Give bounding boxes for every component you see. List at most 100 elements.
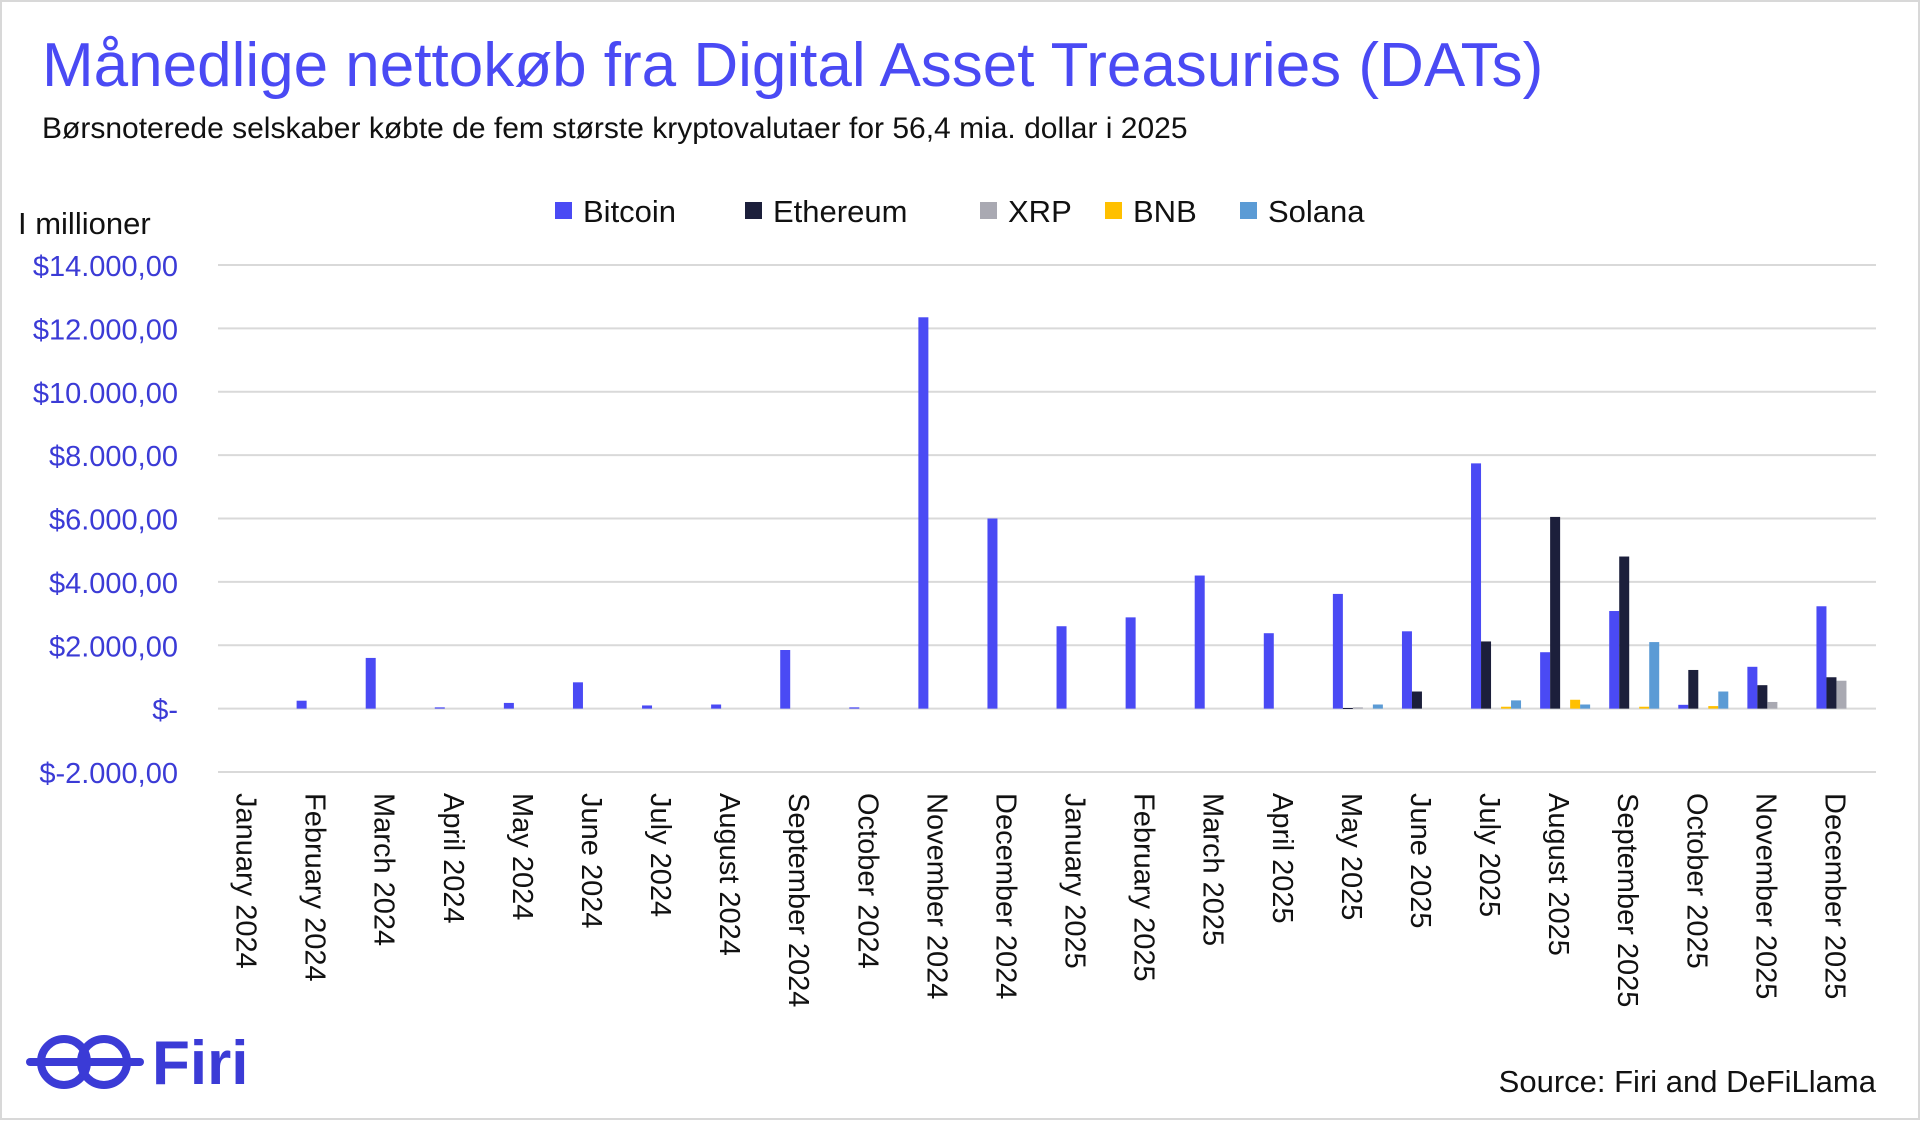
bar-xrp-16 bbox=[1352, 707, 1363, 709]
bar-bitcoin-14 bbox=[1194, 575, 1205, 709]
legend-swatch-xrp bbox=[980, 202, 997, 219]
bar-bitcoin-6 bbox=[642, 705, 653, 709]
x-tick-label: May 2024 bbox=[506, 793, 538, 920]
bar-bitcoin-5 bbox=[572, 682, 583, 709]
legend-swatch-bitcoin bbox=[555, 202, 572, 219]
x-axis-ticks: January 2024 February 2024 March 2024 April… bbox=[230, 793, 1851, 1007]
x-tick-label: June 2024 bbox=[575, 793, 607, 928]
bar-bnb-18 bbox=[1501, 706, 1512, 709]
bar-bitcoin-16 bbox=[1332, 593, 1343, 709]
legend-label-solana: Solana bbox=[1268, 194, 1365, 229]
bar-ethereum-17 bbox=[1411, 691, 1422, 709]
x-tick-label: July 2025 bbox=[1473, 793, 1505, 917]
x-tick-label: May 2025 bbox=[1335, 793, 1367, 920]
bar-ethereum-21 bbox=[1688, 669, 1699, 709]
bar-bitcoin-23 bbox=[1816, 606, 1827, 709]
x-tick-label: October 2024 bbox=[851, 793, 883, 969]
firi-logo: Firi bbox=[26, 1029, 248, 1098]
bar-solana-18 bbox=[1511, 700, 1522, 709]
bar-solana-20 bbox=[1649, 642, 1660, 709]
bar-bitcoin-2 bbox=[365, 657, 376, 709]
bar-bitcoin-18 bbox=[1471, 463, 1482, 709]
x-tick-label: June 2025 bbox=[1404, 793, 1436, 928]
x-tick-label: November 2024 bbox=[920, 793, 952, 999]
legend-swatch-bnb bbox=[1105, 202, 1122, 219]
bar-bitcoin-22 bbox=[1747, 666, 1758, 709]
x-tick-label: September 2025 bbox=[1611, 793, 1643, 1007]
bar-solana-21 bbox=[1718, 691, 1729, 709]
legend-label-bnb: BNB bbox=[1133, 194, 1197, 229]
y-tick-label: $12.000,00 bbox=[33, 314, 178, 346]
bar-ethereum-20 bbox=[1619, 556, 1630, 709]
bar-bitcoin-3 bbox=[434, 707, 445, 709]
bar-bitcoin-21 bbox=[1678, 704, 1689, 709]
bar-bitcoin-12 bbox=[1056, 626, 1067, 709]
bar-ethereum-18 bbox=[1481, 641, 1492, 709]
x-tick-label: January 2024 bbox=[230, 793, 262, 969]
x-tick-label: February 2025 bbox=[1128, 793, 1160, 982]
y-axis-ticks: $-2.000,00 $- $2.000,00 $4.000,00 $6.000,00 $… bbox=[33, 251, 178, 790]
x-tick-label: March 2025 bbox=[1197, 793, 1229, 946]
bar-bnb-21 bbox=[1708, 706, 1719, 709]
bar-bitcoin-10 bbox=[918, 317, 929, 709]
bar-bitcoin-20 bbox=[1609, 611, 1620, 709]
bar-bitcoin-8 bbox=[780, 650, 791, 709]
legend-label-ethereum: Ethereum bbox=[773, 194, 907, 229]
chart-title: Månedlige nettokøb fra Digital Asset Tre… bbox=[42, 31, 1543, 100]
legend-label-bitcoin: Bitcoin bbox=[583, 194, 676, 229]
bar-solana-16 bbox=[1372, 704, 1383, 709]
firi-logo-text: Firi bbox=[152, 1029, 248, 1098]
bar-bitcoin-15 bbox=[1263, 633, 1274, 709]
chart-legend: Bitcoin Ethereum XRP BNB Solana bbox=[555, 194, 1365, 229]
bars-group bbox=[296, 317, 1847, 709]
bar-ethereum-19 bbox=[1550, 516, 1561, 709]
source-note: Source: Firi and DeFiLlama bbox=[1499, 1064, 1877, 1099]
x-tick-label: January 2025 bbox=[1059, 793, 1091, 969]
y-tick-label: $6.000,00 bbox=[49, 505, 178, 537]
y-tick-label: $8.000,00 bbox=[49, 441, 178, 473]
gridlines bbox=[218, 264, 1876, 773]
x-tick-label: December 2025 bbox=[1818, 793, 1850, 999]
x-tick-label: April 2024 bbox=[437, 793, 469, 924]
legend-swatch-ethereum bbox=[745, 202, 762, 219]
bar-bitcoin-17 bbox=[1401, 631, 1412, 709]
x-tick-label: September 2024 bbox=[782, 793, 814, 1007]
bar-bnb-19 bbox=[1570, 699, 1581, 709]
bar-ethereum-22 bbox=[1757, 685, 1768, 709]
bar-bitcoin-11 bbox=[987, 518, 998, 709]
bar-bitcoin-1 bbox=[296, 700, 307, 709]
legend-swatch-solana bbox=[1240, 202, 1257, 219]
bar-solana-19 bbox=[1580, 704, 1591, 709]
x-tick-label: November 2025 bbox=[1749, 793, 1781, 999]
y-tick-label: $14.000,00 bbox=[33, 251, 178, 283]
x-tick-label: February 2024 bbox=[299, 793, 331, 982]
firi-logo-icon bbox=[26, 1035, 144, 1089]
bar-xrp-23 bbox=[1836, 680, 1847, 709]
y-tick-label: $- bbox=[152, 695, 178, 727]
x-tick-label: August 2025 bbox=[1542, 793, 1574, 956]
x-tick-label: August 2024 bbox=[713, 793, 745, 956]
bar-bitcoin-19 bbox=[1540, 652, 1551, 709]
bar-bitcoin-7 bbox=[711, 704, 722, 709]
bar-bnb-20 bbox=[1639, 706, 1650, 709]
x-tick-label: October 2025 bbox=[1680, 793, 1712, 969]
bar-bitcoin-9 bbox=[849, 707, 860, 709]
y-axis-label: I millioner bbox=[18, 206, 151, 241]
x-tick-label: July 2024 bbox=[644, 793, 676, 917]
y-tick-label: $-2.000,00 bbox=[39, 758, 178, 790]
y-tick-label: $2.000,00 bbox=[49, 631, 178, 663]
bar-xrp-22 bbox=[1767, 701, 1778, 709]
bar-bitcoin-13 bbox=[1125, 617, 1136, 709]
bar-ethereum-23 bbox=[1826, 677, 1837, 709]
chart-subtitle: Børsnoterede selskaber købte de fem stør… bbox=[42, 112, 1188, 145]
x-tick-label: March 2024 bbox=[368, 793, 400, 946]
bar-ethereum-16 bbox=[1342, 707, 1353, 709]
y-tick-label: $10.000,00 bbox=[33, 378, 178, 410]
x-tick-label: December 2024 bbox=[989, 793, 1021, 999]
bar-bitcoin-4 bbox=[503, 702, 514, 709]
y-tick-label: $4.000,00 bbox=[49, 568, 178, 600]
legend-label-xrp: XRP bbox=[1008, 194, 1072, 229]
